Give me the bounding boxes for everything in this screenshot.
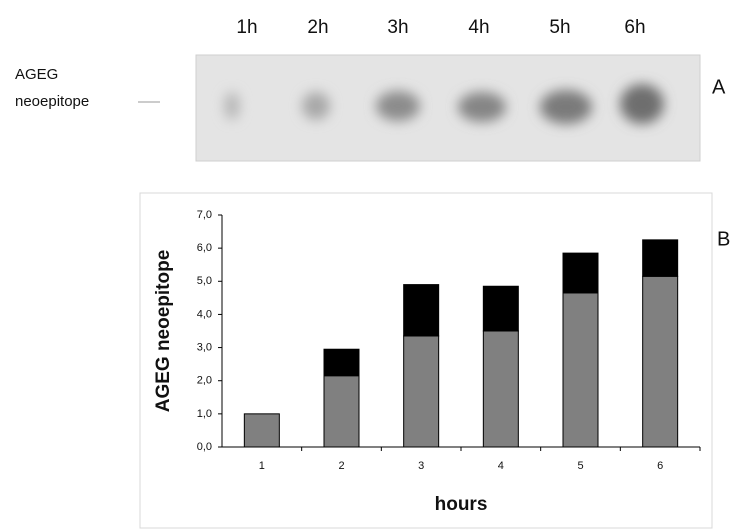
- lane-label: 4h: [468, 17, 489, 38]
- x-axis-label: hours: [435, 494, 488, 515]
- y-tick-label: 4,0: [197, 308, 212, 320]
- x-tick-label: 6: [657, 460, 663, 472]
- x-tick-label: 5: [577, 460, 583, 472]
- y-tick-label: 0,0: [197, 441, 212, 453]
- panel-label: A: [712, 76, 726, 98]
- lane-label: 2h: [307, 17, 328, 38]
- y-axis-label: AGEG neoepitope: [153, 250, 174, 413]
- y-tick-label: 3,0: [197, 341, 212, 353]
- x-tick-label: 4: [498, 460, 504, 472]
- bar-segment: [643, 240, 678, 276]
- bar-segment: [404, 336, 439, 447]
- bar-segment: [324, 376, 359, 447]
- x-tick-label: 1: [259, 460, 265, 472]
- lane-label: 6h: [624, 17, 645, 38]
- bar-segment: [404, 285, 439, 336]
- y-tick-label: 2,0: [197, 375, 212, 387]
- marker-label: AGEG: [15, 66, 58, 83]
- y-tick-label: 5,0: [197, 275, 212, 287]
- bar-segment: [244, 414, 279, 447]
- x-tick-label: 2: [338, 460, 344, 472]
- y-tick-label: 6,0: [197, 242, 212, 254]
- lane-label: 1h: [236, 17, 257, 38]
- figure: AGEG neoepitope A B AGEG neoepitope hour…: [0, 0, 735, 531]
- bar-segment: [483, 331, 518, 447]
- bar-segment: [483, 286, 518, 331]
- lane-label: 3h: [387, 17, 408, 38]
- bar-segment: [643, 276, 678, 447]
- bar-segment: [563, 293, 598, 447]
- bar-segment: [563, 253, 598, 293]
- x-tick-label: 3: [418, 460, 424, 472]
- marker-label: neoepitope: [15, 93, 89, 110]
- y-tick-label: 7,0: [197, 209, 212, 221]
- y-tick-label: 1,0: [197, 408, 212, 420]
- lane-label: 5h: [549, 17, 570, 38]
- panel-label: B: [717, 228, 730, 250]
- bar-segment: [324, 349, 359, 376]
